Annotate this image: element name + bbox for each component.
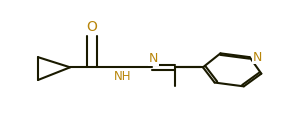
Text: N: N <box>149 52 158 65</box>
Text: O: O <box>86 20 98 34</box>
Text: NH: NH <box>114 70 131 83</box>
Text: N: N <box>252 51 262 64</box>
